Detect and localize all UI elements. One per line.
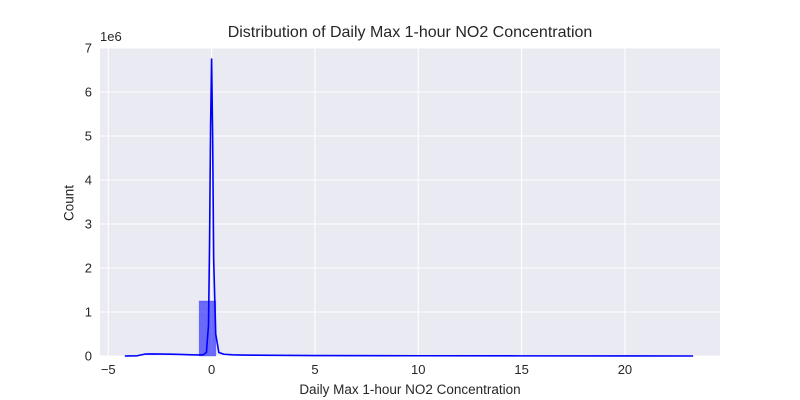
y-tick-labels: 0 1 2 3 4 5 6 7 bbox=[85, 41, 92, 364]
x-tick-label: 20 bbox=[618, 362, 632, 377]
x-tick-labels: −5 0 5 10 15 20 bbox=[101, 362, 632, 377]
grid bbox=[100, 47, 720, 357]
plot-area bbox=[100, 48, 720, 356]
x-tick-label: 15 bbox=[514, 362, 528, 377]
x-tick-label: 5 bbox=[311, 362, 318, 377]
x-axis-label: Daily Max 1-hour NO2 Concentration bbox=[299, 382, 521, 397]
y-axis-label: Count bbox=[61, 184, 77, 222]
x-tick-label: −5 bbox=[101, 362, 116, 377]
kde-curve-group bbox=[124, 58, 694, 357]
y-offset-label: 1e6 bbox=[100, 29, 122, 44]
chart-title: Distribution of Daily Max 1-hour NO2 Con… bbox=[227, 24, 593, 41]
x-tick-label: 10 bbox=[411, 362, 425, 377]
y-tick-label: 2 bbox=[85, 261, 92, 276]
y-tick-label: 7 bbox=[85, 41, 92, 56]
y-tick-label: 6 bbox=[85, 85, 92, 100]
y-tick-label: 3 bbox=[85, 217, 92, 232]
x-tick-label: 0 bbox=[208, 362, 215, 377]
kde-curve bbox=[124, 58, 694, 357]
y-tick-label: 0 bbox=[85, 349, 92, 364]
y-tick-label: 5 bbox=[85, 129, 92, 144]
y-tick-label: 1 bbox=[85, 305, 92, 320]
y-tick-label: 4 bbox=[85, 173, 92, 188]
